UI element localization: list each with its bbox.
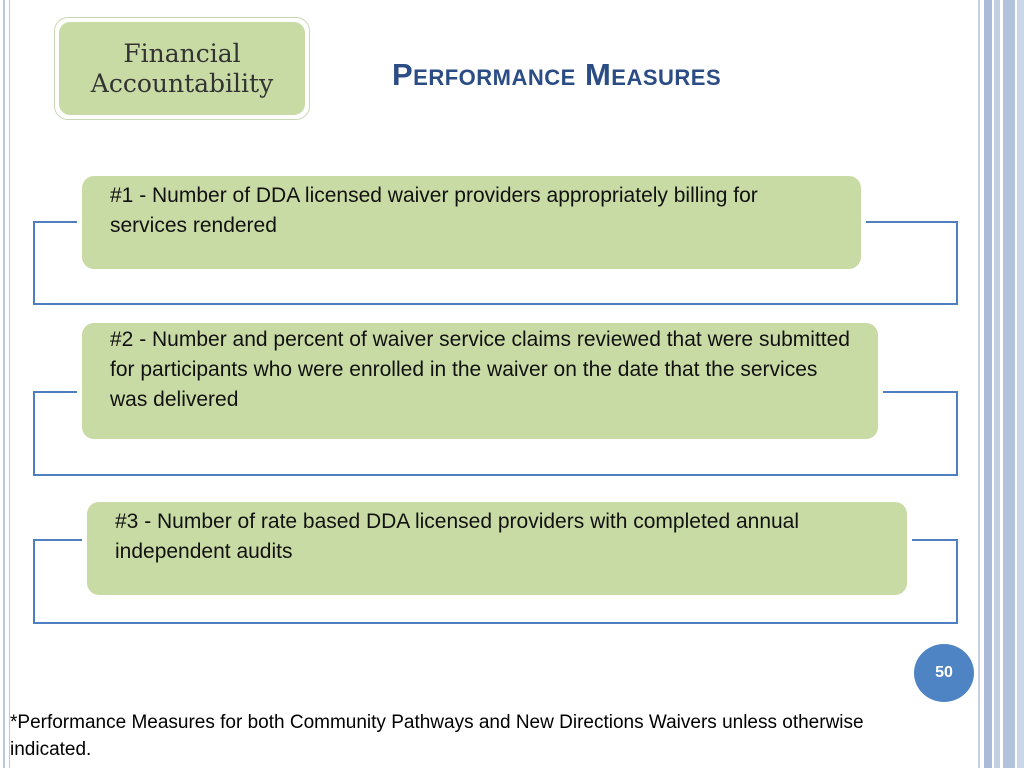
measure-1-text: #1 - Number of DDA licensed waiver provi… [110,184,758,237]
page-number-badge: 50 [914,644,974,702]
section-badge-line1: Financial [123,38,241,68]
section-badge-label: Financial Accountability [59,22,305,115]
measure-3-box: #3 - Number of rate based DDA licensed p… [87,502,907,595]
measure-1-box: #1 - Number of DDA licensed waiver provi… [82,176,861,269]
left-border-line-outer [3,0,5,768]
section-badge-line2: Accountability [90,68,274,98]
section-badge: Financial Accountability [54,17,310,120]
right-border-stripe-5 [1017,0,1024,768]
measure-1-frame-gap-right [858,219,866,225]
slide-title: Performance Measures [392,57,722,92]
right-border-stripe-3 [994,0,1000,768]
left-border-line-inner [9,0,10,768]
measure-2-box: #2 - Number and percent of waiver servic… [82,323,878,439]
right-border-stripe-1 [978,0,980,768]
measure-3-frame-gap-left [82,537,90,543]
right-border-stripe-2 [984,0,992,768]
measure-2-frame-gap-right [875,389,883,395]
measure-3-frame-gap-right [904,537,912,543]
measure-2-frame-gap-left [77,389,85,395]
measure-1-frame-gap-left [77,219,85,225]
footnote: *Performance Measures for both Community… [10,712,864,760]
right-border-stripe-4 [1003,0,1015,768]
measure-2-text: #2 - Number and percent of waiver servic… [110,328,850,411]
page-number: 50 [935,664,953,681]
measure-3-text: #3 - Number of rate based DDA licensed p… [115,510,800,563]
